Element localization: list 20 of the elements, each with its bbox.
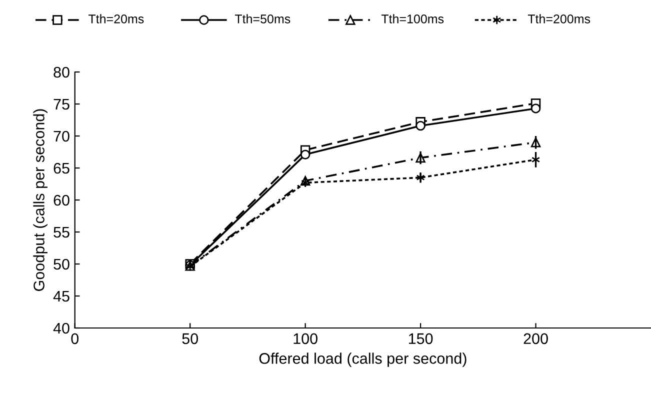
y-tick-label: 45: [53, 291, 70, 302]
y-tick-label: 70: [54, 130, 70, 142]
y-tick-label: 55: [54, 227, 70, 238]
x-axis-title: Offered load (calls per second): [259, 352, 466, 367]
x-tick-label: 150: [408, 333, 433, 344]
legend-label: Tth=20ms: [88, 14, 144, 24]
y-tick-label: 75: [54, 99, 70, 110]
y-axis-title: Goodput (calls per second): [33, 109, 48, 291]
legend-label: Tth=200ms: [528, 14, 590, 24]
x-tick-label: 100: [294, 333, 318, 344]
x-tick-label: 50: [182, 333, 198, 344]
x-tick-label: 0: [71, 333, 79, 344]
y-tick-label: 80: [54, 66, 70, 78]
y-tick-label: 40: [53, 322, 70, 334]
legend-label: Tth=100ms: [381, 14, 444, 24]
legend-label: Tth=50ms: [234, 14, 290, 24]
y-tick-label: 50: [54, 258, 70, 270]
y-tick-label: 60: [54, 194, 70, 206]
x-tick-label: 200: [524, 333, 548, 344]
y-tick-label: 65: [54, 162, 70, 174]
